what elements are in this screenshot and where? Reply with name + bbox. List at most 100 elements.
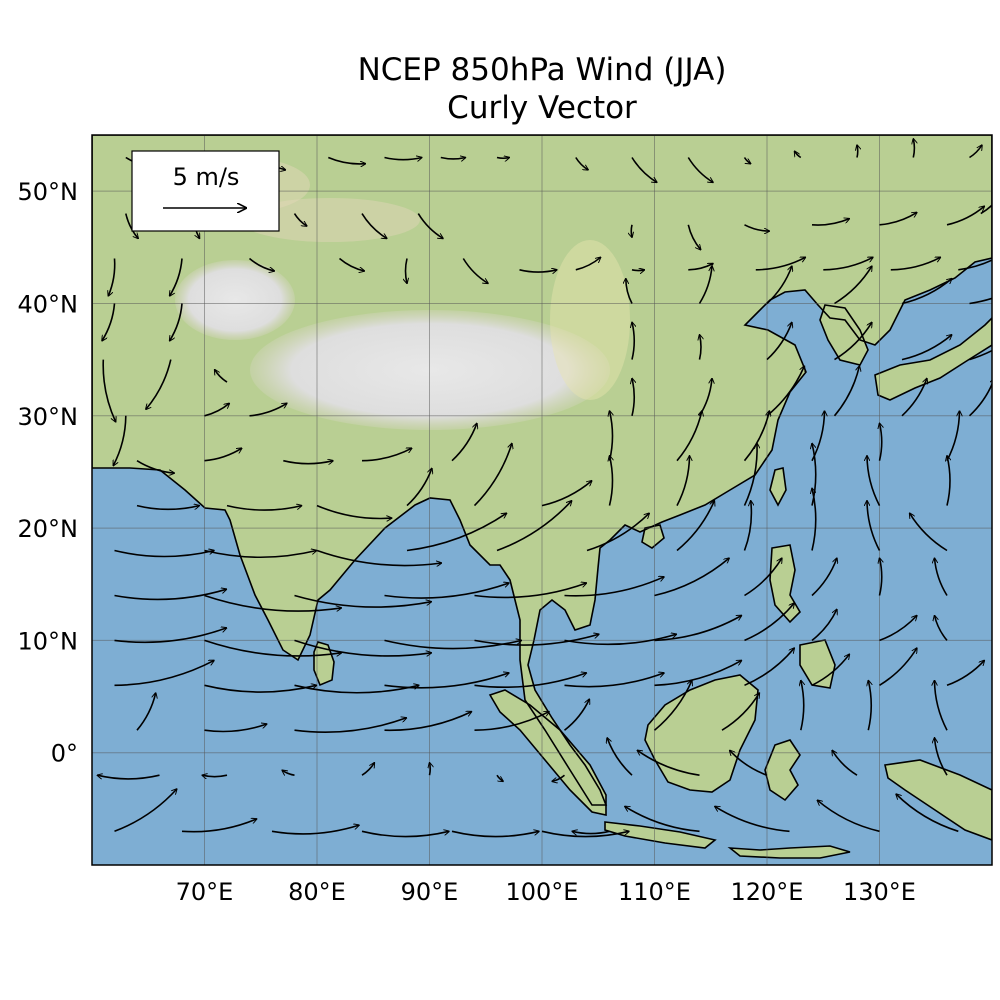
wind-vector [743,157,751,164]
coastline-taiwan-island [769,467,787,507]
wind-vector [935,616,948,641]
wind-vector [610,411,613,461]
wind-vector [879,212,917,226]
wind-vector [417,213,443,239]
coastline-philippines-luzon [769,544,802,624]
wind-vector [879,616,917,642]
wind-vector [181,819,257,833]
wind-vector [451,423,477,462]
wind-vector [654,660,742,687]
wind-vector [811,609,837,642]
wind-vector [880,423,882,461]
wind-vector [316,549,442,566]
y-axis-ticks: 50°N 40°N 30°N 20°N 10°N 0° [18,178,79,768]
wind-vector [572,831,610,833]
wind-vector [113,415,127,466]
wind-vector [462,258,488,284]
x-axis-ticks: 70°E 80°E 90°E 100°E 110°E 120°E 130°E [176,878,916,906]
wind-vector [125,213,138,239]
wind-vector [361,831,449,838]
wind-vector [338,257,365,272]
wind-vector [293,213,307,227]
wind-vector [946,206,984,226]
wind-vector [913,139,914,158]
wind-vector [625,806,700,833]
wind-vector [698,378,713,417]
y-tick-label: 20°N [18,515,79,543]
wind-vector [564,699,590,731]
wind-vector [575,257,601,271]
wind-vector [721,693,759,731]
wind-vector [430,763,431,776]
x-tick-label: 100°E [506,878,579,906]
wind-vector [473,443,512,507]
wind-vector [676,411,702,462]
wind-vector [812,443,817,506]
wind-vector [935,680,948,731]
wind-vector [676,501,714,552]
wind-vector [384,583,510,599]
wind-vector [226,506,302,511]
wind-vector [743,501,752,551]
coastline-sumatra [488,689,607,816]
wind-vector [637,750,700,776]
wind-vector [204,448,242,462]
x-tick-label: 130°E [843,878,916,906]
wind-vector [631,270,645,271]
coastline-asia-mainland [92,135,992,806]
wind-vector [215,370,228,383]
wind-vector [980,204,992,215]
wind-vector [744,558,782,597]
wind-vector [204,594,342,612]
wind-vector [271,825,359,835]
wind-vector [114,789,177,833]
wind-vector [283,461,333,464]
wind-vector [607,738,633,776]
wind-vector [958,259,992,271]
reference-key-box [131,150,280,232]
wind-vector [698,266,713,304]
wind-vector [744,603,795,642]
wind-vector [474,673,587,689]
wind-vector [868,680,871,731]
wind-vector [519,270,557,272]
wind-vector [910,513,948,552]
wind-vector [812,488,817,551]
wind-vector [823,257,873,271]
gridlines [92,135,992,865]
wind-vector [654,616,742,642]
x-tick-label: 90°E [401,878,459,906]
coastline-lesser-sunda-islands [727,845,851,859]
wind-vector [114,660,215,687]
wind-vector [136,460,174,473]
wind-vector [969,297,992,305]
wind-vector [146,359,172,410]
wind-vector [700,335,702,360]
wind-vector [406,468,432,507]
wind-vector [935,738,948,776]
lesser-sunda-islands [730,846,850,858]
wind-vector [496,158,509,159]
x-tick-label: 110°E [618,878,691,906]
wind-vector [249,403,287,417]
figure-title: NCEP 850hPa Wind (JJA) [358,52,727,88]
coastline-borneo [644,674,759,793]
wind-vector [867,501,881,551]
wind-vector [969,349,992,361]
wind-vector [896,794,959,833]
wind-vector [384,673,510,689]
sulawesi [765,740,800,800]
wind-vector [653,680,692,731]
wind-vector [496,774,503,781]
y-tick-label: 0° [51,740,78,768]
korea-peninsula [820,305,868,365]
y-tick-label: 40°N [18,290,79,318]
wind-vector [97,775,160,780]
wind-vector [204,724,267,733]
wind-vector [744,224,770,231]
wind-vector [564,634,677,646]
wind-vector [946,411,960,462]
wind-vector [384,712,472,732]
wind-vector [631,157,657,183]
